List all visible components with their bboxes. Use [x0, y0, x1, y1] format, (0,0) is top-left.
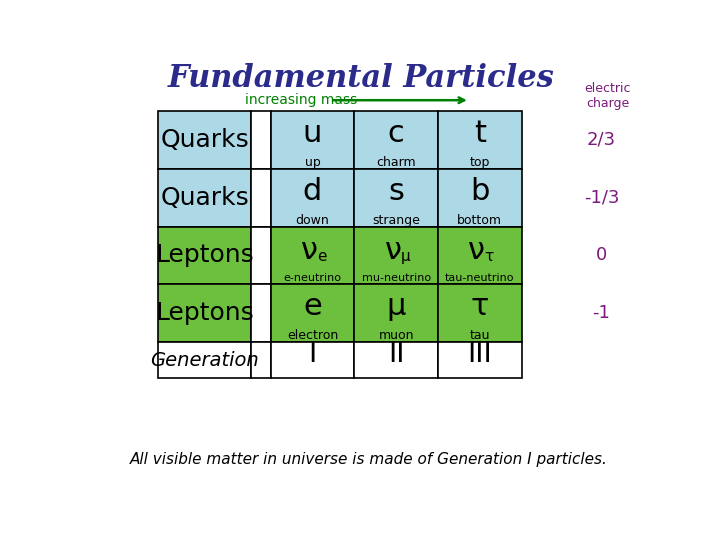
Text: ν: ν [301, 237, 318, 265]
Text: d: d [303, 177, 322, 206]
Bar [251, 342, 271, 378]
Text: Leptons: Leptons [156, 244, 254, 267]
Text: ν: ν [468, 237, 485, 265]
Bar [158, 226, 251, 284]
Text: strange: strange [372, 214, 420, 227]
Bar [354, 111, 438, 168]
Bar [251, 226, 271, 284]
Text: t: t [474, 119, 486, 148]
Text: e: e [303, 293, 322, 321]
Text: b: b [470, 177, 490, 206]
Text: e: e [317, 249, 326, 265]
Text: up: up [305, 156, 320, 169]
Text: charm: charm [377, 156, 416, 169]
Text: electric
charge: electric charge [585, 82, 631, 110]
Bar [251, 168, 271, 226]
Text: -1: -1 [593, 304, 611, 322]
Bar [438, 226, 522, 284]
Text: Quarks: Quarks [161, 128, 249, 152]
Text: tau-neutrino: tau-neutrino [445, 273, 515, 283]
Text: u: u [302, 119, 322, 148]
Bar [438, 168, 522, 226]
Text: c: c [388, 119, 405, 148]
Text: 0: 0 [596, 246, 607, 265]
Bar [271, 111, 354, 168]
Bar [354, 342, 438, 378]
Bar [438, 111, 522, 168]
Text: Generation: Generation [150, 350, 259, 369]
Bar [158, 111, 251, 168]
Bar [354, 168, 438, 226]
Text: down: down [295, 214, 329, 227]
Text: tau: tau [469, 329, 490, 342]
Text: e-neutrino: e-neutrino [284, 273, 341, 283]
Bar [251, 284, 271, 342]
Text: top: top [469, 156, 490, 169]
Bar [354, 226, 438, 284]
Bar [271, 284, 354, 342]
Text: τ: τ [485, 249, 494, 265]
Text: Leptons: Leptons [156, 301, 254, 325]
Text: Quarks: Quarks [161, 186, 249, 210]
Text: bottom: bottom [457, 214, 503, 227]
Text: 2/3: 2/3 [587, 131, 616, 149]
Bar [438, 342, 522, 378]
Bar [251, 111, 271, 168]
Text: II: II [388, 340, 405, 368]
Bar [271, 342, 354, 378]
Text: I: I [308, 340, 317, 368]
Text: mu-neutrino: mu-neutrino [361, 273, 431, 283]
Bar [354, 284, 438, 342]
Text: s: s [388, 177, 404, 206]
Bar [438, 284, 522, 342]
Text: Fundamental Particles: Fundamental Particles [168, 63, 554, 94]
Text: All visible matter in universe is made of Generation I particles.: All visible matter in universe is made o… [130, 451, 608, 467]
Bar [158, 168, 251, 226]
Text: ν: ν [384, 237, 402, 265]
Text: muon: muon [379, 329, 414, 342]
Text: μ: μ [387, 293, 406, 321]
Bar [271, 226, 354, 284]
Text: III: III [467, 340, 492, 368]
Text: electron: electron [287, 329, 338, 342]
Text: μ: μ [400, 249, 410, 265]
Text: -1/3: -1/3 [584, 188, 619, 207]
Text: increasing mass: increasing mass [245, 93, 357, 107]
Text: τ: τ [471, 293, 489, 321]
Bar [158, 342, 251, 378]
Bar [158, 284, 251, 342]
Bar [271, 168, 354, 226]
